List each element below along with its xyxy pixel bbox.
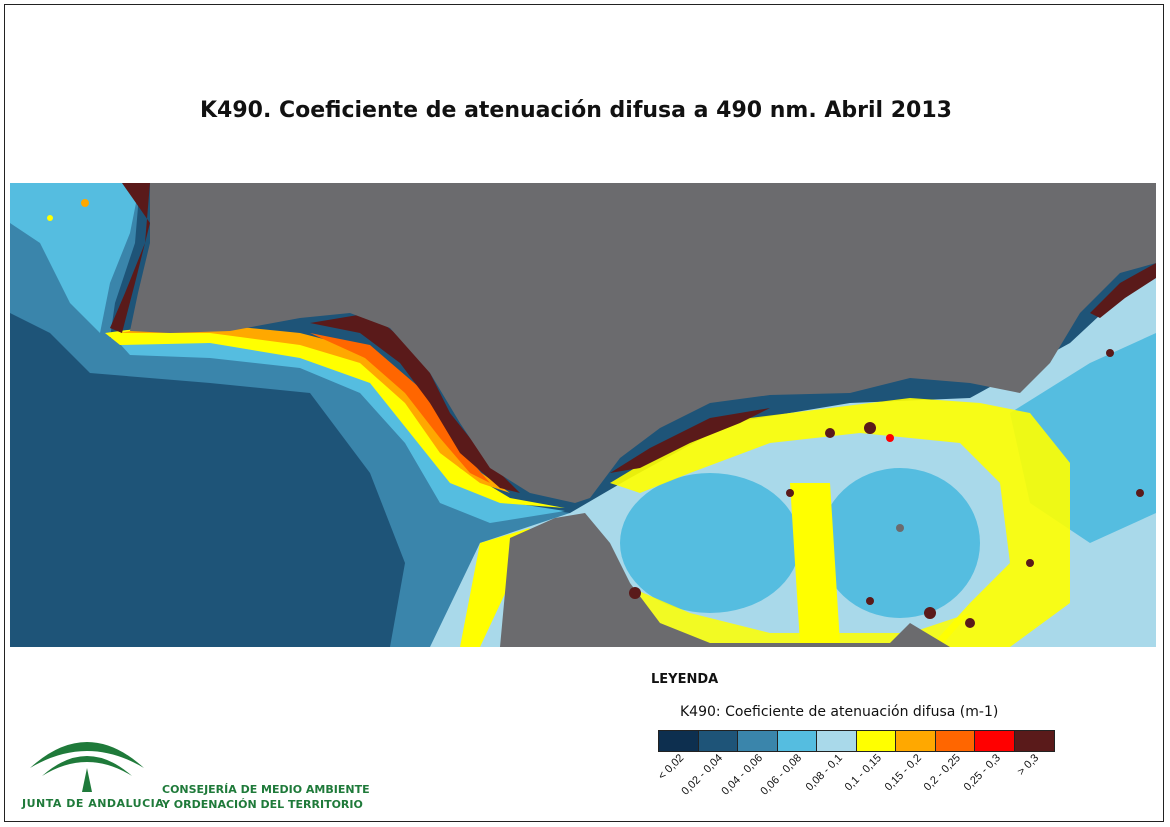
legend-swatch-5: [856, 731, 896, 751]
org-name: JUNTA DE ANDALUCIA: [22, 797, 165, 810]
spain-red-fringe: [310, 333, 490, 483]
legend-tick-labels: < 0,02 0,02 - 0,04 0,04 - 0,06 0,06 - 0,08 0…: [655, 752, 1058, 812]
department-line-2: Y ORDENACIÓN DEL TERRITORIO: [162, 798, 363, 811]
legend-tick-label-8: 0,25 - 0,3: [961, 752, 1003, 794]
k490-map: [10, 183, 1156, 647]
africa-maroon-coast: [610, 408, 770, 473]
legend-swatch-9: [1014, 731, 1054, 751]
department-line-1: CONSEJERÍA DE MEDIO AMBIENTE: [162, 783, 370, 796]
legend-tick-label-2: 0,04 - 0,06: [719, 752, 765, 798]
spain-maroon-coast: [310, 313, 520, 493]
bottom-med-yellow: [620, 583, 970, 647]
legend-swatch-6: [896, 731, 936, 751]
map-title: K490. Coeficiente de atenuación difusa a…: [200, 98, 952, 123]
western-gyre: [620, 473, 800, 613]
north-africa-yellow-belt: [610, 398, 1070, 647]
junta-andalucia-logo: [22, 726, 152, 796]
central-yellow-plume: [790, 483, 840, 643]
legend-swatch-1: [698, 731, 738, 751]
legend-swatch-3: [777, 731, 817, 751]
north-africa-land: [500, 513, 950, 647]
legend-tick-label-9: > 0,3: [1015, 752, 1042, 779]
legend-swatch-2: [738, 731, 778, 751]
legend-subtitle: K490: Coeficiente de atenuación difusa (…: [680, 704, 999, 720]
spain-orange-fringe: [120, 321, 510, 493]
legend-swatch-8: [975, 731, 1015, 751]
africa-east-maroon-coast: [1090, 263, 1156, 318]
department-name: CONSEJERÍA DE MEDIO AMBIENTE Y ORDENACIÓ…: [162, 782, 370, 812]
atlantic-shelf-band: [10, 183, 570, 647]
portugal-maroon-coast: [110, 183, 150, 333]
legend-swatch-0: [659, 731, 699, 751]
legend-swatches: [658, 730, 1055, 752]
legend-heading: LEYENDA: [651, 672, 719, 687]
legend-swatch-4: [817, 731, 857, 751]
hotspot-dots: [47, 199, 1144, 628]
iberian-peninsula-land: [130, 183, 1156, 503]
legend-swatch-7: [935, 731, 975, 751]
legend-tick-label-4: 0,08 - 0,1: [803, 752, 845, 794]
legend-tick-label-6: 0,15 - 0,2: [882, 752, 924, 794]
legend-tick-label-7: 0,2 - 0,25: [921, 752, 964, 794]
legend-tick-label-5: 0,1 - 0,15: [842, 752, 885, 794]
legend-tick-label-1: 0,02 - 0,04: [679, 752, 726, 798]
legend-tick-label-0: < 0,02: [655, 752, 687, 783]
eastern-gyre: [820, 468, 980, 618]
legend-tick-label-3: 0,06 - 0,08: [758, 752, 805, 798]
spain-yellow-belt: [105, 323, 565, 508]
atlantic-outer-band: [10, 183, 140, 333]
